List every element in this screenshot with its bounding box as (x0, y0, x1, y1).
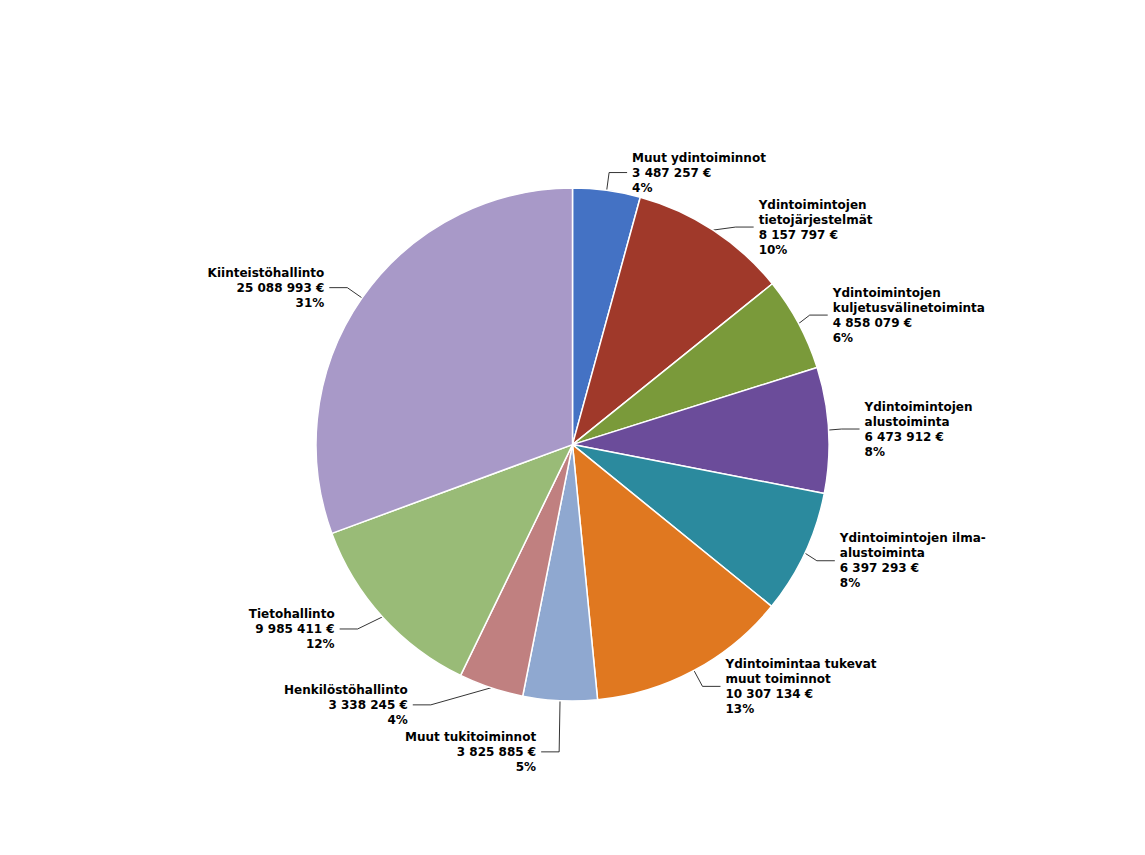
svg-text:Tietohallinto: Tietohallinto (249, 607, 335, 621)
svg-text:4%: 4% (632, 181, 652, 195)
svg-text:kuljetusvälinetoiminta: kuljetusvälinetoiminta (833, 301, 985, 315)
svg-text:3 338 245 €: 3 338 245 € (328, 698, 407, 712)
svg-text:6 397 293 €: 6 397 293 € (840, 561, 919, 575)
svg-text:Muut ydintoiminnot: Muut ydintoiminnot (632, 151, 766, 165)
svg-text:6 473 912 €: 6 473 912 € (865, 430, 944, 444)
svg-text:12%: 12% (306, 637, 335, 651)
svg-text:Muut tukitoiminnot: Muut tukitoiminnot (405, 730, 536, 744)
svg-text:4 858 079 €: 4 858 079 € (833, 316, 912, 330)
svg-text:muut toiminnot: muut toiminnot (725, 672, 831, 686)
svg-text:9 985 411 €: 9 985 411 € (255, 622, 334, 636)
svg-text:8 157 797 €: 8 157 797 € (759, 228, 838, 242)
svg-text:10 307 134 €: 10 307 134 € (725, 687, 813, 701)
svg-text:Ydintoimintojen: Ydintoimintojen (758, 198, 867, 212)
svg-text:3 825 885 €: 3 825 885 € (457, 745, 536, 759)
svg-text:25 088 993 €: 25 088 993 € (237, 281, 325, 295)
svg-text:Ydintoimintojen ilma-: Ydintoimintojen ilma- (839, 531, 986, 545)
svg-text:Ydintoimintojen: Ydintoimintojen (832, 286, 941, 300)
svg-text:13%: 13% (725, 702, 754, 716)
svg-text:alustoiminta: alustoiminta (840, 546, 925, 560)
svg-text:Kiinteistöhallinto: Kiinteistöhallinto (208, 266, 325, 280)
svg-text:Ydintoimintojen: Ydintoimintojen (864, 400, 973, 414)
svg-text:3 487 257 €: 3 487 257 € (632, 166, 711, 180)
svg-text:tietojärjestelmät: tietojärjestelmät (759, 213, 873, 227)
svg-text:10%: 10% (759, 243, 788, 257)
svg-text:31%: 31% (296, 296, 325, 310)
svg-text:Ydintoimintaa tukevat: Ydintoimintaa tukevat (724, 657, 876, 671)
svg-text:Henkilöstöhallinto: Henkilöstöhallinto (284, 683, 408, 697)
svg-text:alustoiminta: alustoiminta (865, 415, 950, 429)
svg-text:5%: 5% (516, 760, 536, 774)
svg-text:6%: 6% (833, 331, 853, 345)
svg-text:8%: 8% (865, 445, 885, 459)
svg-text:8%: 8% (840, 576, 860, 590)
svg-text:4%: 4% (387, 713, 407, 727)
